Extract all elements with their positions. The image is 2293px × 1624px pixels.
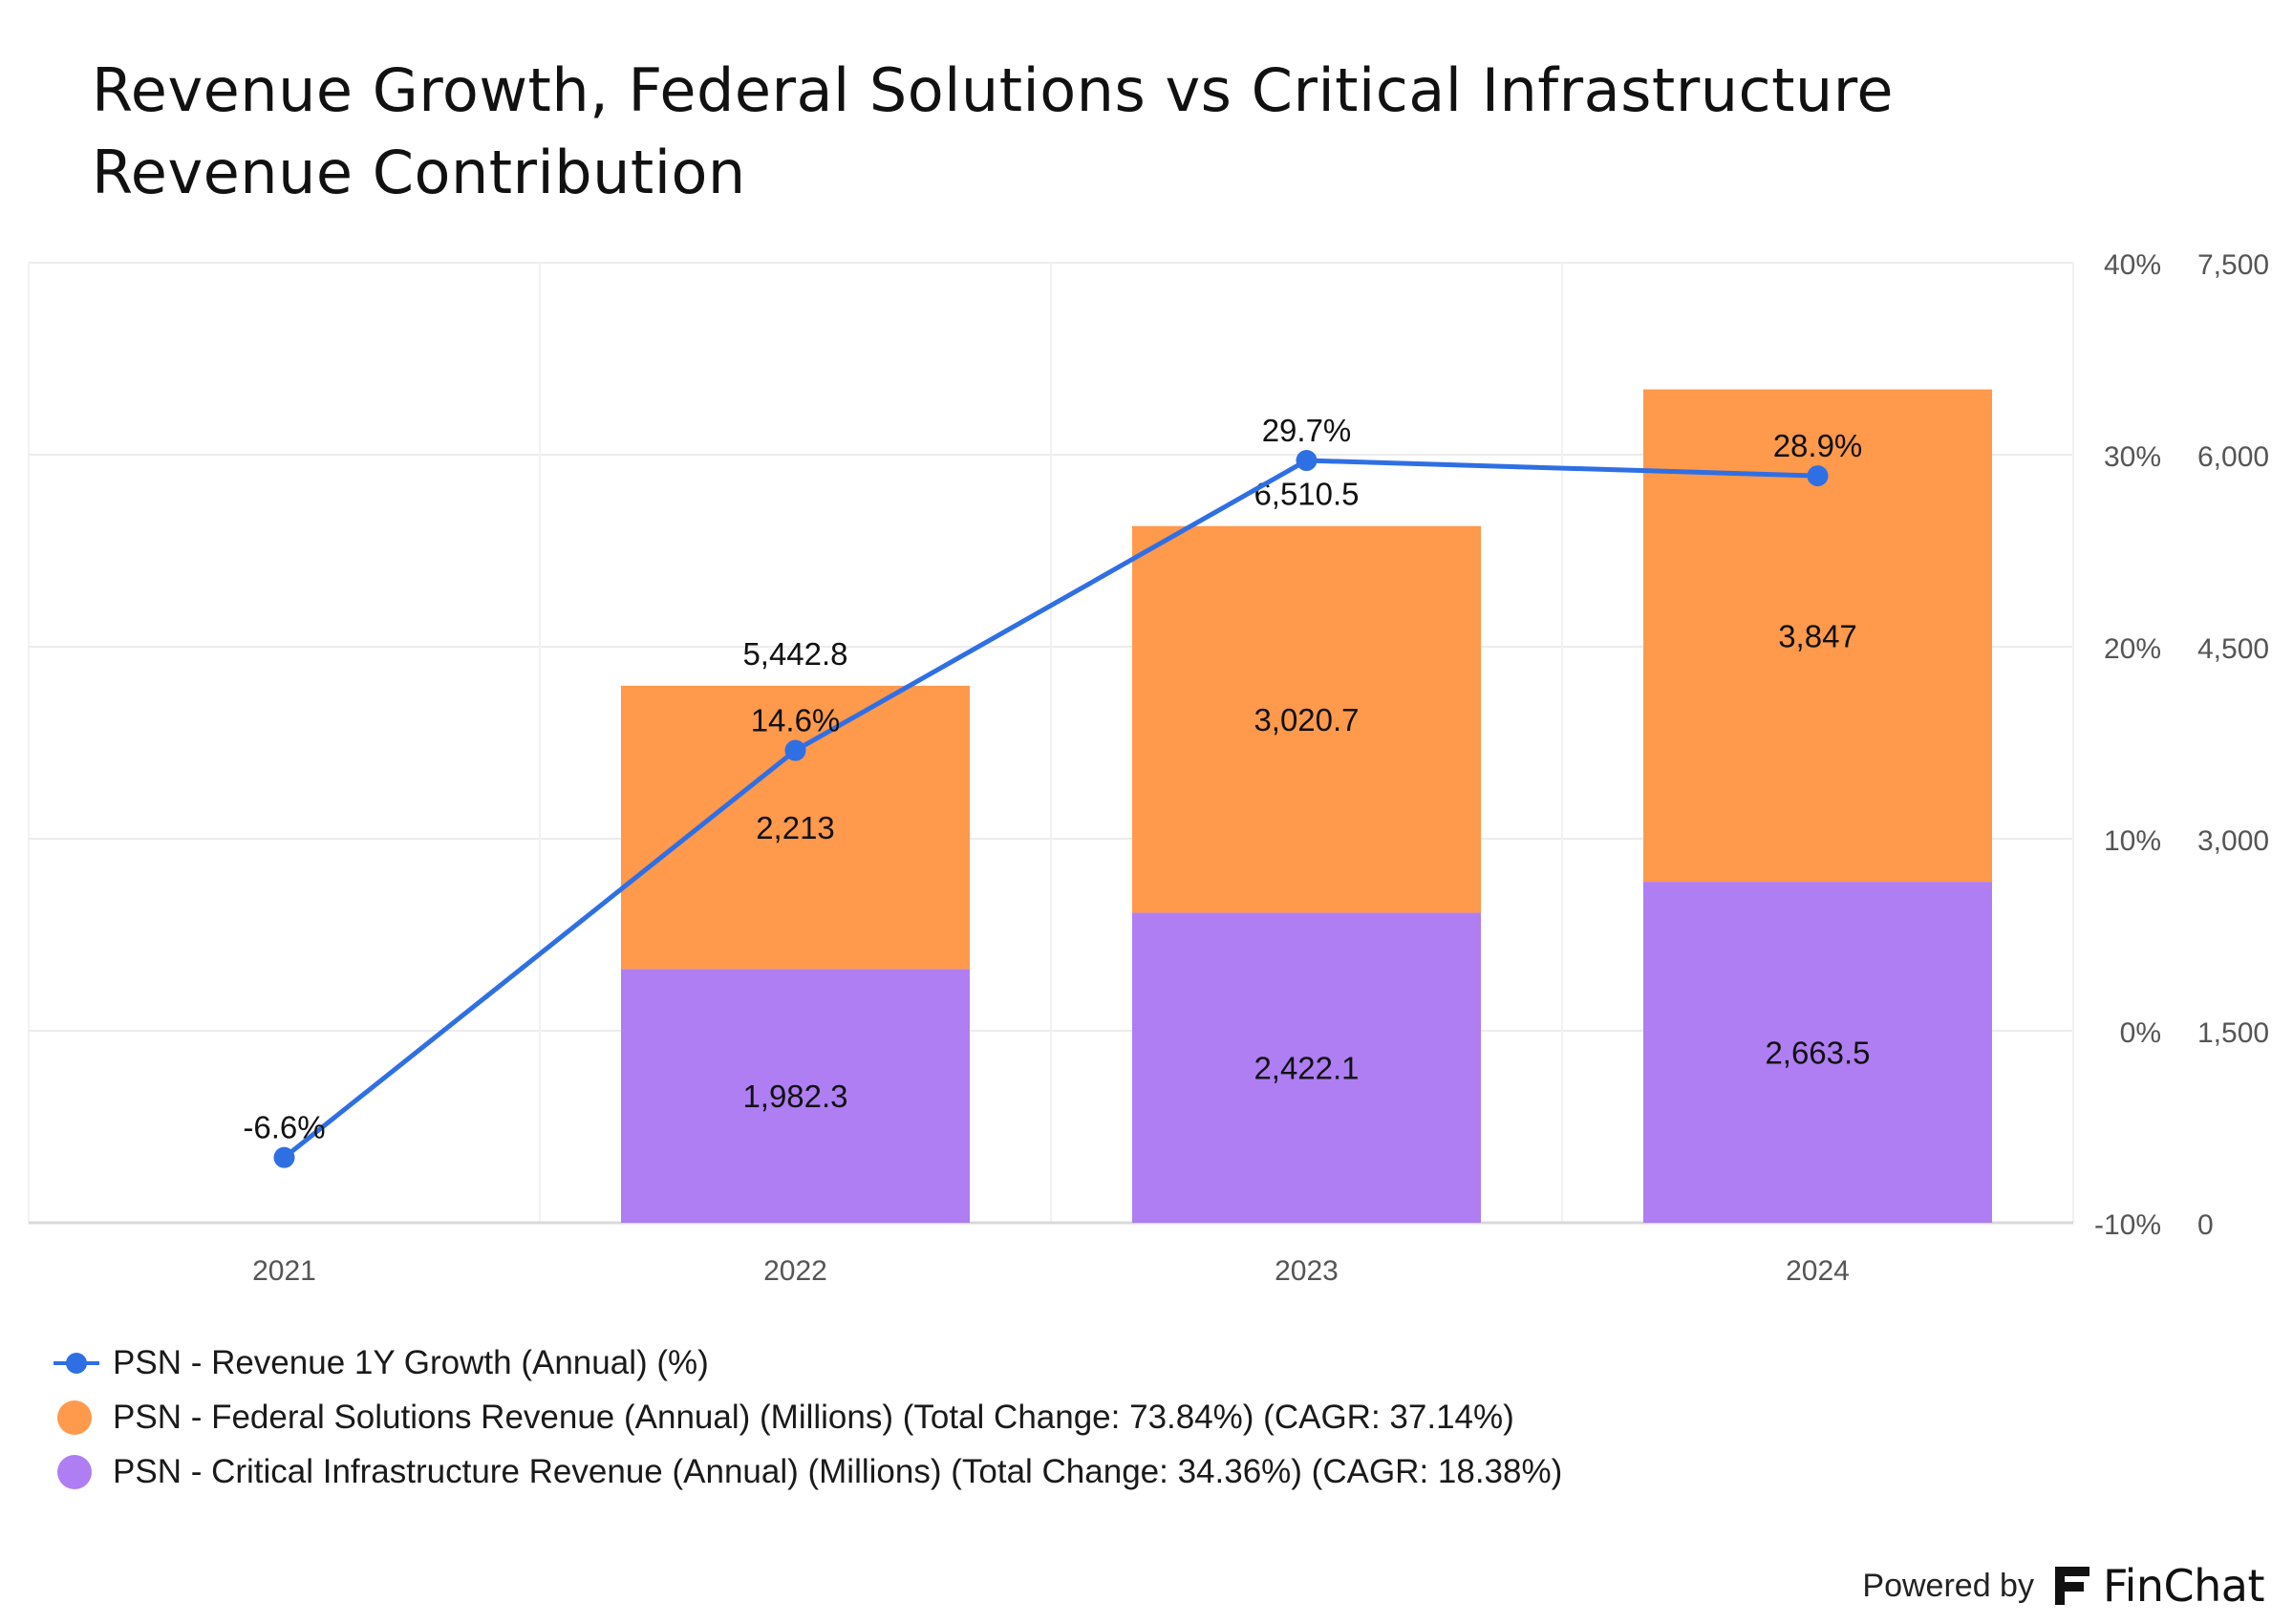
y-right-tick-label: 6,000 bbox=[2197, 441, 2269, 473]
legend-item-federal[interactable]: PSN - Federal Solutions Revenue (Annual)… bbox=[54, 1390, 1562, 1444]
data-label-federal: 2,213 bbox=[756, 810, 835, 845]
y-right-tick-label: 3,000 bbox=[2197, 825, 2269, 857]
x-tick-label: 2024 bbox=[1786, 1255, 1850, 1287]
line-layer: -6.6% 14.6% 29.7% 28.9% bbox=[243, 413, 1862, 1168]
x-tick-label: 2023 bbox=[1275, 1255, 1339, 1287]
legend-label-growth: PSN - Revenue 1Y Growth (Annual) (%) bbox=[113, 1343, 709, 1381]
finchat-brand: FinChat bbox=[2102, 1560, 2265, 1612]
y-right-tick-label: 1,500 bbox=[2197, 1017, 2269, 1049]
data-label-growth: -6.6% bbox=[243, 1110, 325, 1145]
legend-item-critical[interactable]: PSN - Critical Infrastructure Revenue (A… bbox=[54, 1444, 1562, 1499]
x-tick-label: 2021 bbox=[252, 1255, 316, 1287]
data-label-federal: 3,847 bbox=[1778, 618, 1857, 653]
data-label-total: 5,442.8 bbox=[742, 636, 847, 672]
powered-by-label: Powered by bbox=[1862, 1567, 2034, 1604]
circle-marker-icon bbox=[54, 1399, 111, 1437]
chart-title-line-1: Revenue Growth, Federal Solutions vs Cri… bbox=[92, 55, 1894, 125]
bar-critical-infrastructure bbox=[1643, 882, 1992, 1223]
y-left-tick-label: 20% bbox=[2104, 633, 2161, 665]
line-marker-icon bbox=[54, 1344, 111, 1382]
data-label-critical: 2,663.5 bbox=[1765, 1036, 1870, 1071]
bar-critical-infrastructure bbox=[621, 969, 970, 1223]
bar-critical-infrastructure bbox=[1132, 912, 1481, 1223]
y-left-tick-label: 40% bbox=[2104, 249, 2161, 281]
legend-label-critical: PSN - Critical Infrastructure Revenue (A… bbox=[113, 1452, 1563, 1490]
data-label-growth: 28.9% bbox=[1773, 428, 1863, 463]
data-label-growth: 29.7% bbox=[1262, 413, 1352, 448]
legend-label-federal: PSN - Federal Solutions Revenue (Annual)… bbox=[113, 1398, 1514, 1436]
growth-point bbox=[1296, 450, 1318, 472]
bar-federal-solutions bbox=[1132, 525, 1481, 913]
chart-title: Revenue Growth, Federal Solutions vs Cri… bbox=[92, 50, 2098, 214]
legend: PSN - Revenue 1Y Growth (Annual) (%) PSN… bbox=[54, 1336, 1562, 1499]
growth-line bbox=[282, 458, 1818, 1160]
data-label-federal: 3,020.7 bbox=[1254, 702, 1359, 737]
chart-title-line-2: Revenue Contribution bbox=[92, 138, 746, 207]
growth-point bbox=[784, 739, 806, 761]
data-label-critical: 1,982.3 bbox=[742, 1079, 847, 1114]
finchat-logo-icon bbox=[2054, 1567, 2089, 1605]
powered-by[interactable]: Powered by FinChat bbox=[1862, 1557, 2264, 1614]
y-right-tick-label: 4,500 bbox=[2197, 633, 2269, 665]
bar-labels-layer: 1,982.32,2135,442.82,422.13,020.76,510.5… bbox=[742, 477, 1870, 1115]
growth-point bbox=[1807, 465, 1829, 487]
y-left-tick-label: -10% bbox=[2094, 1209, 2161, 1241]
y-right-tick-label: 0 bbox=[2197, 1209, 2214, 1241]
y-left-tick-label: 10% bbox=[2104, 825, 2161, 857]
growth-point bbox=[273, 1146, 295, 1168]
data-label-growth: 14.6% bbox=[751, 703, 841, 738]
legend-item-growth[interactable]: PSN - Revenue 1Y Growth (Annual) (%) bbox=[54, 1336, 1562, 1390]
x-tick-label: 2022 bbox=[763, 1255, 827, 1287]
legend-federal-swatch bbox=[57, 1400, 92, 1435]
legend-dot-swatch bbox=[66, 1352, 87, 1374]
axis-layer: -10% 0 0% 1,500 10% 3,000 20% 4,500 30% 6,000 40% 7… bbox=[252, 249, 2269, 1287]
y-left-tick-label: 30% bbox=[2104, 441, 2161, 473]
legend-critical-swatch bbox=[57, 1454, 92, 1489]
revenue-chart: 1,982.32,2135,442.82,422.13,020.76,510.5… bbox=[28, 249, 2269, 1287]
circle-marker-icon bbox=[54, 1453, 111, 1491]
bars-layer bbox=[621, 389, 1992, 1223]
bar-federal-solutions bbox=[621, 685, 970, 970]
y-right-tick-label: 7,500 bbox=[2197, 249, 2269, 281]
data-label-critical: 2,422.1 bbox=[1254, 1051, 1359, 1086]
y-left-tick-label: 0% bbox=[2120, 1017, 2161, 1049]
